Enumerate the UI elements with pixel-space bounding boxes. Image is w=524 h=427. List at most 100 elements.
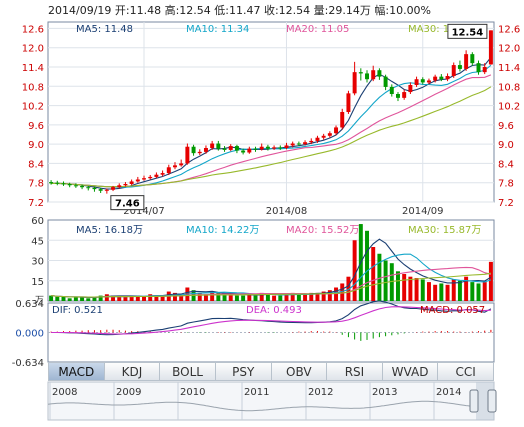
candle-body bbox=[290, 143, 295, 146]
candle bbox=[321, 133, 326, 140]
candle-body bbox=[420, 79, 425, 83]
candle bbox=[464, 50, 469, 71]
volume-bar bbox=[327, 290, 332, 301]
candle-body bbox=[327, 133, 332, 136]
volume-bar bbox=[142, 296, 146, 301]
price-panel-frame bbox=[47, 21, 495, 203]
price-tick-right: 10.2 bbox=[498, 102, 520, 113]
tab-kdj[interactable]: KDJ bbox=[104, 362, 161, 381]
candle bbox=[142, 175, 146, 181]
candle bbox=[358, 68, 363, 81]
candle-body bbox=[451, 65, 456, 76]
candle bbox=[346, 90, 351, 114]
volume-bar bbox=[160, 295, 165, 301]
tab-cci[interactable]: CCI bbox=[438, 362, 494, 381]
volume-bar bbox=[234, 295, 239, 301]
volume-bar bbox=[303, 294, 308, 301]
candle-body bbox=[86, 187, 91, 189]
candle-body bbox=[284, 145, 289, 148]
volume-bar bbox=[426, 282, 431, 301]
navigator-drag-handle[interactable] bbox=[469, 389, 479, 413]
candle-body bbox=[179, 163, 184, 166]
candle-body bbox=[142, 178, 146, 180]
volume-bar bbox=[55, 296, 60, 301]
price-tick-right: 9.6 bbox=[498, 121, 514, 132]
candle bbox=[67, 182, 72, 188]
tab-boll[interactable]: BOLL bbox=[160, 362, 216, 381]
navigator-year-label: 2014 bbox=[436, 387, 461, 398]
candle bbox=[185, 143, 190, 165]
candle bbox=[55, 180, 60, 186]
volume-bar bbox=[383, 260, 388, 301]
candle bbox=[49, 180, 54, 185]
candle-body bbox=[365, 73, 369, 80]
price-legend-item: MA30: 10.60 bbox=[408, 24, 471, 35]
volume-legend-item: MA10: 14.22万 bbox=[186, 225, 259, 236]
volume-bar bbox=[265, 294, 270, 301]
navigator-selection[interactable] bbox=[469, 382, 497, 420]
volume-bar bbox=[247, 294, 252, 301]
volume-bar bbox=[73, 296, 78, 301]
candle bbox=[352, 61, 357, 96]
candle-body bbox=[197, 151, 202, 154]
candle bbox=[173, 162, 177, 170]
date-tick-label: 2014/09 bbox=[402, 206, 444, 217]
volume-bar bbox=[451, 279, 456, 301]
macd-tick: -0.634 bbox=[12, 358, 44, 369]
candle bbox=[396, 92, 400, 102]
candle bbox=[197, 149, 202, 156]
tab-rsi[interactable]: RSI bbox=[327, 362, 383, 381]
navigator-year-label: 2009 bbox=[116, 387, 141, 398]
candle-body bbox=[129, 181, 134, 184]
candle-body bbox=[439, 76, 444, 80]
tab-psy[interactable]: PSY bbox=[215, 362, 272, 381]
volume-tick: 45 bbox=[31, 236, 44, 247]
volume-bar bbox=[253, 295, 258, 301]
price-legend-item: MA20: 11.05 bbox=[286, 24, 349, 35]
candle bbox=[160, 170, 165, 177]
candle bbox=[470, 52, 475, 66]
candle bbox=[265, 144, 270, 151]
navigator-year-label: 2010 bbox=[180, 387, 205, 398]
candle-body bbox=[278, 147, 283, 149]
price-ma-line-30 bbox=[51, 86, 492, 188]
tab-obv[interactable]: OBV bbox=[271, 362, 328, 381]
volume-bar bbox=[414, 278, 419, 301]
tab-macd[interactable]: MACD bbox=[48, 362, 105, 381]
volume-tick: 15 bbox=[31, 277, 44, 288]
macd-tick: 0.000 bbox=[15, 329, 44, 340]
volume-bar bbox=[309, 292, 314, 301]
macd-dea-line bbox=[51, 306, 491, 335]
candle bbox=[123, 182, 128, 187]
tab-wvad[interactable]: WVAD bbox=[382, 362, 439, 381]
candle-body bbox=[402, 92, 407, 98]
volume-ma-line-30 bbox=[51, 272, 491, 298]
candle-body bbox=[315, 137, 320, 141]
candle-body bbox=[185, 146, 190, 164]
volume-bar bbox=[321, 291, 326, 301]
candle-body bbox=[377, 70, 382, 77]
candle-body bbox=[135, 179, 140, 182]
candle-body bbox=[111, 187, 116, 190]
candle-body bbox=[210, 143, 215, 148]
candle bbox=[365, 70, 369, 83]
volume-bar bbox=[476, 283, 481, 301]
volume-bar bbox=[173, 292, 177, 301]
candle bbox=[216, 140, 221, 151]
candle-body bbox=[49, 182, 54, 184]
candle bbox=[278, 145, 283, 150]
candle bbox=[234, 144, 239, 154]
candle bbox=[117, 183, 122, 189]
candle bbox=[303, 140, 308, 146]
candle bbox=[111, 185, 116, 192]
volume-bar bbox=[104, 294, 109, 301]
candle bbox=[414, 76, 419, 87]
candle-body bbox=[216, 143, 221, 149]
candle-body bbox=[371, 70, 376, 80]
navigator-drag-handle[interactable] bbox=[487, 389, 497, 413]
candle bbox=[210, 140, 215, 150]
price-tick-left: 10.8 bbox=[22, 82, 44, 93]
volume-bar bbox=[352, 240, 357, 301]
candle bbox=[228, 144, 233, 152]
